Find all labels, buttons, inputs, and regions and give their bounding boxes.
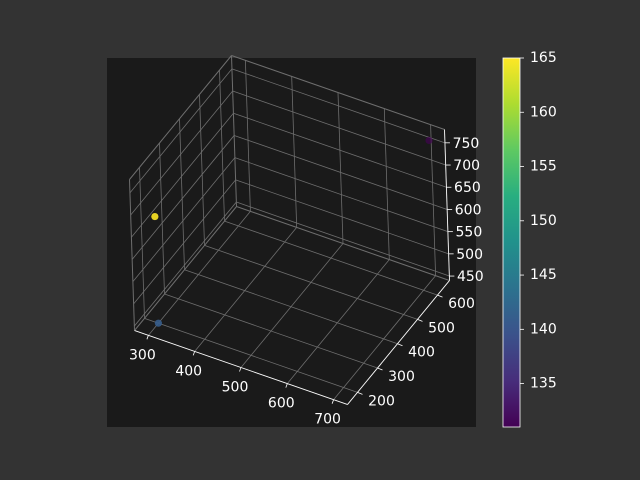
- colorbar-tick-label: 150: [530, 213, 557, 229]
- scatter-point: [154, 319, 162, 327]
- y-grid-line: [159, 143, 165, 295]
- z-tick-label: 550: [456, 225, 483, 241]
- x-tick-mark: [285, 383, 288, 388]
- z-grid-line: [234, 135, 448, 210]
- z-tick-label: 600: [455, 202, 482, 218]
- x-tick-label: 300: [129, 347, 156, 363]
- x-tick-label: 700: [314, 412, 341, 428]
- colorbar-ticks: 135 140 145 150 155 160 165: [520, 50, 557, 392]
- x-grid-line: [240, 243, 344, 368]
- y-grid-line: [144, 317, 358, 393]
- z-grid-line: [236, 201, 450, 277]
- x-grid-line: [148, 211, 251, 336]
- x-grid-line: [286, 259, 390, 384]
- y-tick-mark: [377, 367, 383, 371]
- x-tick-mark: [146, 335, 149, 340]
- y-axis-line: [347, 280, 450, 405]
- y-tick-label: 400: [408, 345, 435, 361]
- x-grid-line: [337, 92, 344, 244]
- colorbar-tick-label: 145: [530, 267, 557, 283]
- z-grid-line: [233, 112, 447, 188]
- colorbar-tick-label: 160: [530, 104, 557, 120]
- z-grid-line: [130, 90, 233, 216]
- y-tick-label: 500: [428, 320, 455, 336]
- pane-edge: [231, 55, 445, 130]
- z-grid-line: [231, 68, 446, 144]
- z-grid-line: [133, 179, 236, 305]
- z-tick-label: 700: [453, 158, 480, 174]
- z-grid-line: [131, 112, 234, 238]
- x-tick-mark: [331, 399, 334, 404]
- pane-edge: [236, 206, 450, 281]
- axes-background: [107, 58, 476, 427]
- x-tick-label: 500: [222, 380, 249, 396]
- y-grid-line: [199, 94, 205, 246]
- pane-edge: [134, 206, 237, 331]
- colorbar-tick-label: 135: [530, 376, 557, 392]
- tick-labels: 300 400 500 600 700 200 300 400 500 600 450 500 550 6…: [129, 136, 484, 428]
- z-axis-line: [444, 129, 450, 281]
- y-tick-mark: [397, 343, 403, 347]
- y-grid-line: [224, 220, 438, 296]
- z-grid-line: [232, 90, 446, 166]
- z-tick-label: 500: [456, 247, 483, 263]
- x-tick-mark: [239, 367, 242, 372]
- z-grid-line: [234, 157, 449, 233]
- x-grid-line: [194, 227, 298, 352]
- y-tick-mark: [357, 391, 363, 395]
- y-grid-line: [139, 167, 145, 319]
- x-grid-line: [383, 108, 390, 260]
- tick-marks: [146, 142, 455, 404]
- colorbar-tick-label: 155: [530, 159, 557, 175]
- y-grid-line: [179, 118, 185, 270]
- x-grid-line: [333, 275, 436, 400]
- y-grid-line: [204, 245, 418, 320]
- pane-edge: [231, 55, 237, 207]
- axis-lines: [129, 55, 450, 405]
- scatter-point: [425, 136, 433, 145]
- x-grid-line: [244, 60, 251, 212]
- y-grid-line: [164, 293, 378, 369]
- scatter-point: [151, 212, 159, 221]
- x-tick-mark: [192, 351, 196, 356]
- z-grid-line: [131, 135, 235, 260]
- y-tick-mark: [437, 294, 443, 298]
- colorbar-gradient: [502, 57, 521, 428]
- pane-edge: [129, 55, 232, 180]
- y-tick-label: 300: [388, 369, 415, 385]
- x-tick-label: 400: [175, 363, 202, 379]
- x-tick-label: 600: [268, 396, 295, 412]
- pane-edge: [129, 179, 135, 331]
- y-tick-label: 600: [448, 296, 475, 312]
- y-tick-mark: [417, 319, 423, 322]
- z-grid-line: [132, 157, 236, 282]
- grid-lines: [129, 60, 450, 400]
- y-tick-label: 200: [368, 393, 395, 409]
- z-grid-line: [129, 68, 233, 194]
- z-tick-label: 450: [457, 269, 484, 285]
- scatter-points: [151, 136, 433, 327]
- z-tick-label: 650: [454, 180, 481, 196]
- colorbar-tick-label: 140: [530, 321, 557, 337]
- x-grid-line: [291, 76, 298, 228]
- colorbar: 135 140 145 150 155 160 165: [502, 50, 557, 428]
- z-tick-label: 750: [453, 136, 480, 152]
- x-grid-line: [430, 124, 437, 276]
- colorbar-tick-label: 165: [530, 50, 557, 66]
- z-grid-line: [235, 179, 449, 255]
- z-grid-line: [134, 201, 237, 327]
- y-grid-line: [184, 269, 398, 345]
- y-grid-line: [219, 70, 225, 222]
